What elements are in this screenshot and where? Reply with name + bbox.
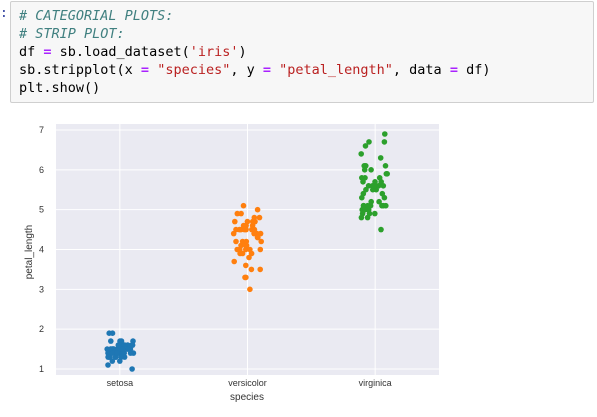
data-point-setosa [114,350,120,356]
data-point-setosa [119,346,126,352]
data-point-versicolor [238,210,244,217]
y-tick-label: 1 [39,364,44,374]
y-tick-label: 6 [39,165,44,175]
data-point-versicolor [254,206,261,213]
data-point-versicolor [243,242,250,249]
data-point-versicolor [247,286,253,293]
data-point-virginica [361,163,368,169]
code-line-4: sb.stripplot(x = "species", y = "petal_l… [19,62,491,78]
data-point-setosa [108,338,114,344]
data-point-versicolor [255,234,261,241]
data-point-setosa [124,346,131,352]
data-point-virginica [377,155,384,161]
data-point-versicolor [240,202,247,209]
data-point-versicolor [244,218,251,225]
data-point-virginica [362,143,369,149]
data-point-versicolor [258,238,264,245]
data-point-versicolor [257,246,264,253]
strip-plot: 1 2 3 4 5 6 7 setosa versicolor virginica specie… [24,124,439,403]
data-point-setosa [116,342,122,348]
data-point-virginica [358,151,365,157]
data-point-versicolor [236,226,243,233]
data-point-versicolor [251,226,258,233]
y-tick-labels: 1 2 3 4 5 6 7 [39,125,44,374]
data-point-setosa [129,366,135,372]
code-comment-2: # STRIP PLOT: [19,26,125,42]
data-point-virginica [372,210,378,217]
data-point-virginica [358,214,365,221]
data-point-virginica [379,202,385,209]
data-point-versicolor [239,250,246,257]
data-point-virginica [378,226,384,233]
data-point-versicolor [243,238,250,245]
data-point-setosa [105,354,111,360]
x-axis-label: species [230,392,264,403]
data-point-versicolor [243,262,249,269]
data-point-versicolor [247,246,253,253]
data-point-setosa [118,354,124,360]
data-point-versicolor [257,266,263,273]
data-points [104,131,391,372]
code-line-5: plt.show() [19,80,101,96]
y-axis-label: petal_length [24,225,35,280]
data-point-virginica [382,131,388,137]
cell-prompt: : [0,6,8,21]
data-point-virginica [368,198,375,205]
code-comment-1: # CATEGORIAL PLOTS: [19,8,174,24]
data-point-versicolor [232,218,238,225]
x-tick-label: versicolor [228,378,267,388]
data-point-virginica [375,183,382,189]
data-point-virginica [381,139,388,145]
data-point-versicolor [246,254,252,261]
data-point-setosa [109,330,116,336]
data-point-virginica [362,175,368,181]
data-point-virginica [368,167,374,173]
data-point-virginica [378,179,385,185]
data-point-versicolor [257,230,264,237]
x-tick-label: setosa [107,378,134,388]
data-point-virginica [360,190,367,197]
data-point-virginica [360,202,367,209]
data-point-virginica [371,183,377,189]
data-point-virginica [383,202,389,209]
x-tick-labels: setosa versicolor virginica [107,378,392,388]
data-point-versicolor [234,246,240,253]
y-tick-label: 4 [39,245,44,255]
cell-output: 1 2 3 4 5 6 7 setosa versicolor virginica specie… [10,112,597,412]
data-point-versicolor [243,274,249,281]
data-point-versicolor [249,218,256,225]
data-point-virginica [376,198,382,205]
data-point-virginica [365,206,372,213]
data-point-setosa [129,342,135,348]
data-point-virginica [366,139,372,145]
data-point-setosa [109,350,116,356]
data-point-virginica [384,171,391,177]
data-point-setosa [105,362,111,368]
data-point-virginica [382,163,389,169]
data-point-setosa [127,350,134,356]
data-point-versicolor [233,238,239,245]
code-cell[interactable]: # CATEGORIAL PLOTS: # STRIP PLOT: df = s… [10,1,594,103]
data-point-virginica [363,186,369,193]
data-point-versicolor [251,230,257,237]
y-tick-label: 2 [39,324,44,334]
x-tick-label: virginica [359,378,392,388]
data-point-setosa [118,338,125,344]
data-point-virginica [365,183,372,189]
code-line-3: df = sb.load_dataset('iris') [19,44,247,60]
data-point-versicolor [230,230,237,237]
data-point-virginica [379,190,386,197]
code-editor[interactable]: # CATEGORIAL PLOTS: # STRIP PLOT: df = s… [19,7,490,97]
data-point-versicolor [240,222,247,229]
data-point-versicolor [238,242,244,249]
data-point-versicolor [248,266,255,273]
data-point-versicolor [231,258,237,265]
y-tick-label: 7 [39,125,44,135]
data-point-versicolor [256,214,263,221]
y-tick-label: 3 [39,284,44,294]
y-tick-label: 5 [39,205,44,215]
